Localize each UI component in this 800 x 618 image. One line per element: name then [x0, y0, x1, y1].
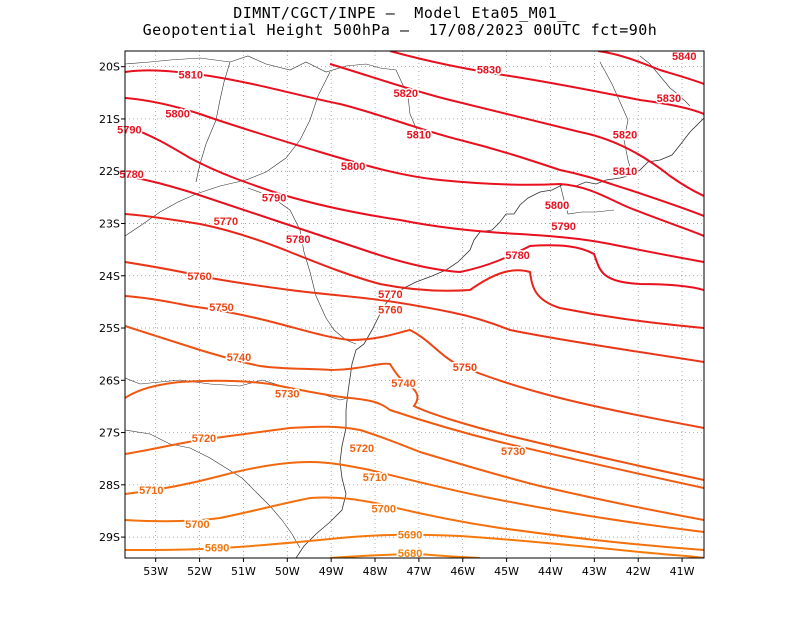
contour-line-5700: [125, 496, 704, 551]
contour-label: 5840: [672, 51, 696, 63]
contour-line-5770: [125, 213, 704, 329]
contour-label: 5780: [119, 169, 143, 181]
contour-label: 5760: [378, 305, 402, 317]
contour-label: 5770: [214, 216, 238, 228]
lon-tick-label: 43W: [582, 565, 607, 578]
contour-label: 5710: [363, 472, 387, 484]
contour-label: 5820: [613, 130, 637, 142]
contour-line-5750: [125, 295, 704, 429]
contour-label: 5690: [205, 543, 229, 555]
contour-line-5800: [125, 97, 704, 237]
map-title-line2: Geopotential Height 500hPa – 17/08/2023 …: [142, 21, 658, 39]
contour-labels: 5840 5830 5830 5820 5820 5810 5810 5810 5800 5800…: [116, 50, 698, 562]
contour-line-5710: [125, 460, 704, 533]
lat-tick-label: 21S: [99, 113, 120, 126]
contour-label: 5690: [398, 529, 422, 541]
lon-tick-label: 46W: [450, 565, 475, 578]
map-title-line1: DIMNT/CGCT/INPE – Model Eta05_M01_: [233, 4, 567, 22]
contour-label: 5740: [227, 352, 251, 364]
contour-label: 5800: [545, 200, 569, 212]
state-border-ne: [559, 55, 691, 215]
lon-tick-label: 52W: [187, 565, 212, 578]
contour-line-5690: [125, 533, 704, 558]
lon-tick-label: 50W: [275, 565, 300, 578]
lon-tick-label: 53W: [143, 565, 168, 578]
contour-label: 5730: [275, 388, 299, 400]
contour-label: 5730: [501, 446, 525, 458]
contour-label: 5700: [185, 519, 209, 531]
lon-tick-label: 41W: [670, 565, 695, 578]
contour-line-5680: [329, 552, 481, 558]
contour-label: 5790: [262, 192, 286, 204]
lat-tick-label: 23S: [99, 217, 120, 230]
geopotential-contours: [125, 51, 704, 558]
axis-ticks: 53W 52W 51W 50W 49W 48W 47W 46W 45W 44W 43W 42W 41W 2…: [99, 61, 695, 578]
lat-tick-label: 25S: [99, 322, 120, 335]
contour-label: 5760: [187, 271, 211, 283]
contour-label: 5750: [209, 302, 233, 314]
map-frame: [124, 50, 705, 559]
lat-tick-label: 26S: [99, 374, 120, 387]
contour-label: 5810: [613, 166, 637, 178]
contour-line-5760: [125, 261, 704, 363]
contour-label: 5700: [372, 503, 396, 515]
contour-label: 5790: [551, 221, 575, 233]
contour-line-5820: [329, 63, 704, 197]
contour-label: 5810: [407, 130, 431, 142]
lon-tick-label: 48W: [363, 565, 388, 578]
contour-label: 5810: [179, 70, 203, 82]
contour-line-5720: [125, 425, 704, 521]
contour-label: 5750: [453, 362, 477, 374]
contour-line-5790: [125, 125, 704, 263]
contour-label: 5720: [192, 433, 216, 445]
contour-label: 5740: [391, 378, 415, 390]
coastline: [295, 117, 704, 558]
contour-label: 5710: [139, 485, 163, 497]
lon-tick-label: 51W: [231, 565, 256, 578]
lat-tick-label: 20S: [99, 61, 120, 74]
contour-label: 5780: [286, 234, 310, 246]
lon-tick-label: 47W: [406, 565, 431, 578]
lat-tick-label: 24S: [99, 270, 120, 283]
contour-line-5730: [125, 379, 704, 489]
contour-label: 5830: [477, 64, 501, 76]
contour-line-5740: [125, 325, 704, 481]
contour-label: 5820: [393, 88, 417, 100]
contour-line-5830: [389, 51, 704, 115]
contour-line-5780: [125, 175, 704, 291]
lon-tick-label: 42W: [626, 565, 651, 578]
contour-label: 5720: [350, 443, 374, 455]
lon-tick-label: 49W: [319, 565, 344, 578]
lat-tick-label: 28S: [99, 479, 120, 492]
lat-lon-grid: [125, 51, 704, 558]
contour-label: 5830: [657, 93, 681, 105]
lon-tick-label: 44W: [538, 565, 563, 578]
lon-tick-label: 45W: [494, 565, 519, 578]
contour-line-5810: [125, 69, 704, 217]
lat-tick-label: 22S: [99, 165, 120, 178]
contour-line-5840: [597, 51, 704, 85]
contour-label: 5800: [165, 109, 189, 121]
contour-label: 5800: [341, 161, 365, 173]
contour-label: 5780: [505, 250, 529, 262]
lat-tick-label: 27S: [99, 427, 120, 440]
lat-tick-label: 29S: [99, 531, 120, 544]
contour-label: 5790: [117, 124, 141, 136]
contour-label: 5770: [378, 289, 402, 301]
